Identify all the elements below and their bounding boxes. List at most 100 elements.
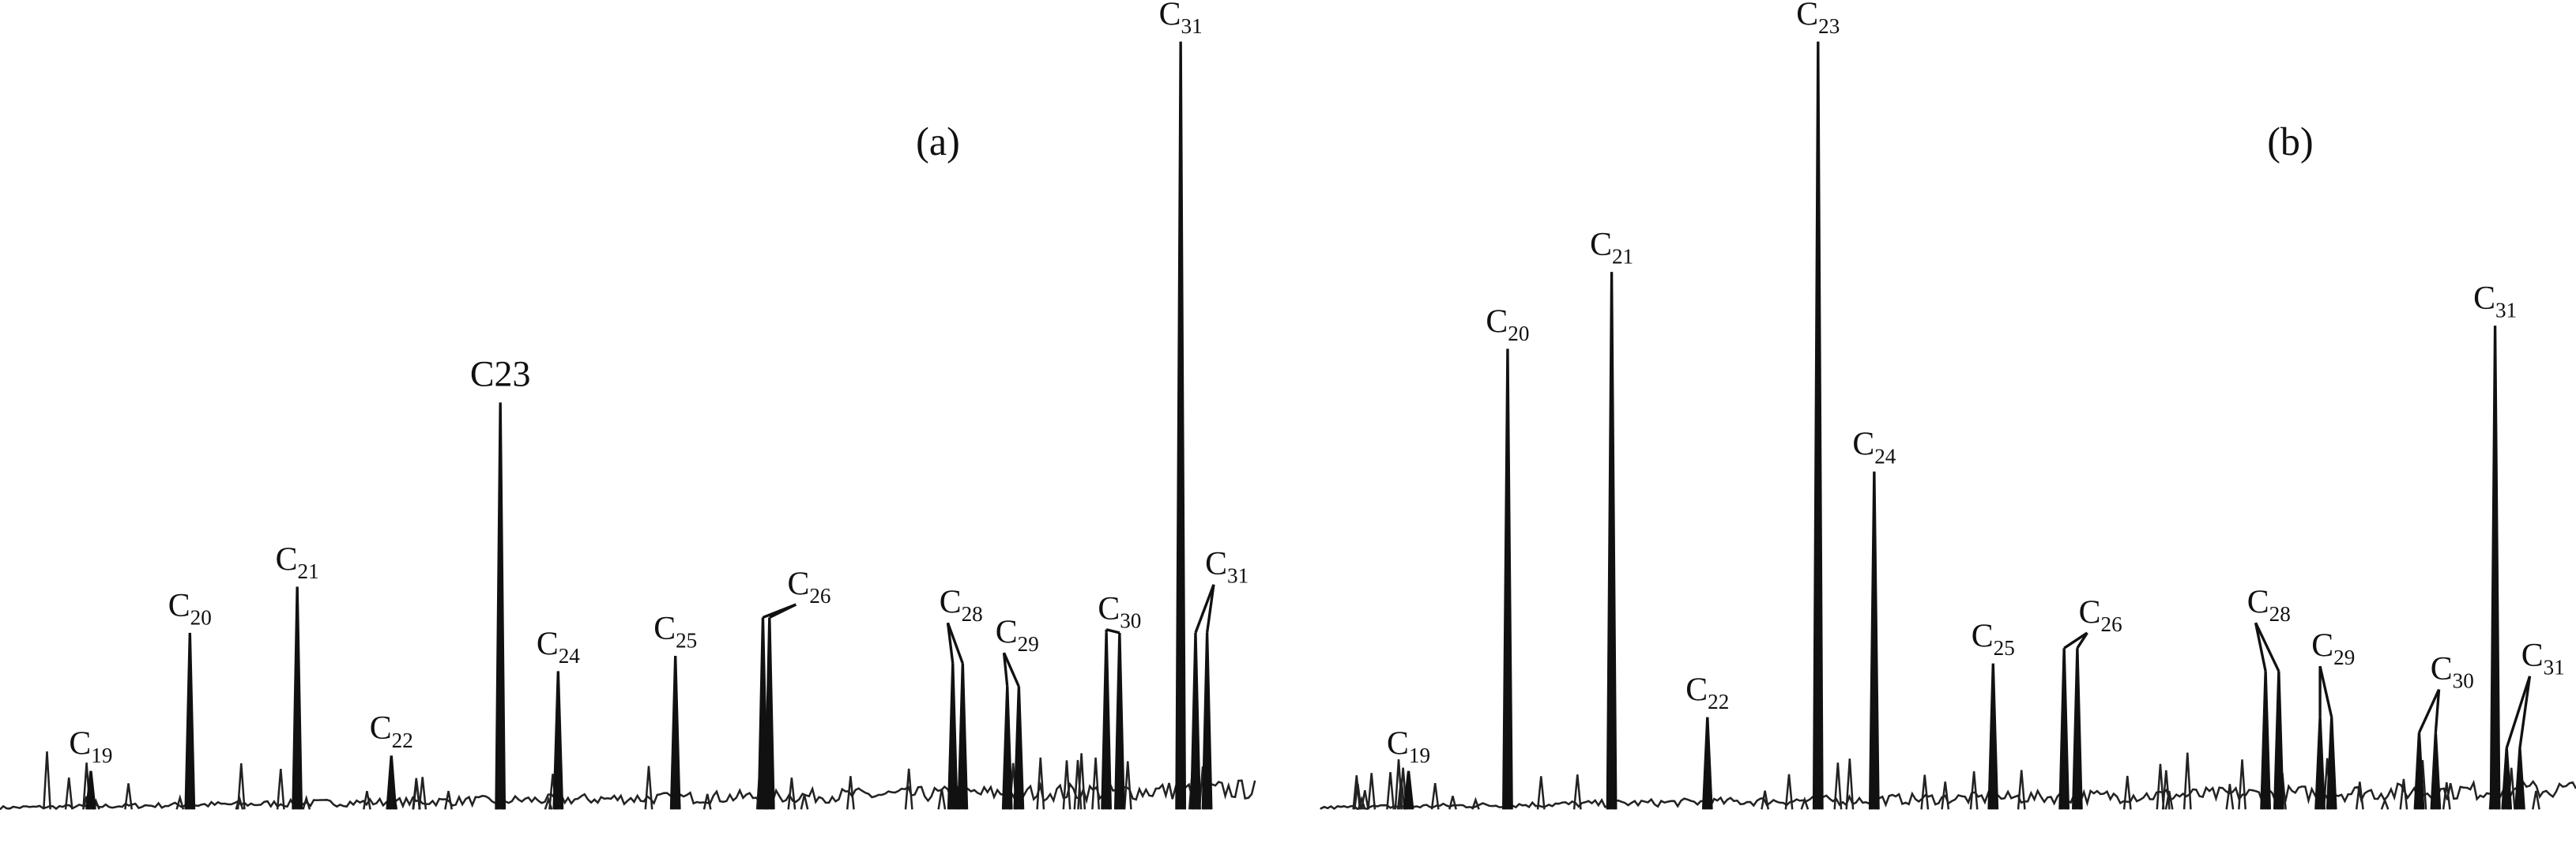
- peak-label-name: C: [2311, 627, 2333, 664]
- peak: [669, 655, 681, 810]
- minor-peak: [1352, 775, 1361, 810]
- minor-peak: [1386, 772, 1395, 810]
- minor-peak: [363, 791, 371, 810]
- minor-peak: [1572, 774, 1582, 810]
- peak-label-sub: 28: [962, 602, 983, 626]
- peak-label-sub: 31: [2544, 656, 2565, 680]
- minor-peak: [2161, 770, 2171, 810]
- panel-label: (b): [2267, 119, 2313, 164]
- minor-peak: [1036, 757, 1045, 810]
- minor-peak: [412, 778, 421, 810]
- minor-peak: [937, 788, 947, 810]
- peak-label: C29: [996, 614, 1039, 656]
- minor-peak: [2532, 790, 2540, 810]
- minor-peak: [2182, 752, 2192, 810]
- peak-label-name: C: [2473, 281, 2495, 317]
- baseline-noise: [0, 778, 1256, 811]
- peak: [1868, 471, 1880, 810]
- peak-label-sub: 30: [2453, 668, 2474, 692]
- peak: [1812, 41, 1824, 810]
- peak-label-sub: 29: [1018, 632, 1039, 656]
- minor-peak: [2156, 763, 2165, 810]
- minor-peak: [1784, 774, 1794, 810]
- peak-label: C26: [2079, 594, 2122, 636]
- minor-peak: [2355, 781, 2364, 810]
- peak-label-name: C: [1590, 227, 1612, 263]
- label-connector: [1003, 652, 1020, 687]
- peak-label-sub: 31: [1181, 14, 1203, 38]
- peak-label-sub: 31: [2495, 299, 2517, 322]
- peak-label: C23: [1796, 0, 1840, 38]
- peak-label: C31: [2521, 638, 2565, 680]
- label-connector: [1194, 584, 1215, 634]
- peak: [2260, 671, 2272, 810]
- peak-label-name: C: [1972, 618, 1994, 654]
- minor-peak: [2442, 781, 2451, 810]
- minor-peak: [418, 777, 427, 810]
- peak-label-sub: 24: [1874, 444, 1896, 468]
- peak: [1190, 632, 1201, 810]
- peak: [2273, 671, 2284, 810]
- peak-label-name: C: [2521, 638, 2544, 674]
- peak-label-sub: 29: [2333, 646, 2355, 669]
- peak-label-sub: 21: [1612, 245, 1633, 269]
- peak: [1987, 663, 1999, 810]
- minor-peak: [1920, 774, 1930, 810]
- minor-peak: [702, 793, 712, 810]
- peak: [957, 663, 969, 810]
- peak-label-name: C: [1098, 591, 1120, 627]
- minor-peak: [1357, 796, 1366, 810]
- peak-label-sub: 26: [2101, 612, 2122, 636]
- peak: [1403, 770, 1414, 810]
- peak: [1175, 41, 1187, 810]
- peak-label-sub: 20: [190, 605, 212, 629]
- peak: [495, 402, 507, 810]
- label-connector: [1105, 628, 1120, 634]
- label-connector: [769, 603, 797, 619]
- peak-label: C24: [1852, 427, 1896, 469]
- minor-peak: [2380, 797, 2390, 810]
- peak-label: C31: [1205, 546, 1248, 588]
- minor-peak: [2238, 759, 2246, 810]
- minor-peak: [800, 794, 809, 810]
- minor-peak: [1394, 759, 1403, 810]
- peak-label-name: C: [1852, 427, 1874, 463]
- minor-peak: [302, 794, 311, 810]
- label-connector: [2434, 689, 2441, 733]
- peak: [1701, 717, 1713, 810]
- peak-label: C24: [537, 626, 580, 668]
- minor-peak: [1123, 761, 1132, 810]
- panel-label: (a): [916, 119, 960, 164]
- label-connector: [1205, 584, 1215, 634]
- peak-label-name: C: [1205, 546, 1227, 582]
- minor-peak: [2164, 790, 2174, 810]
- peak-label-name: C: [537, 626, 559, 662]
- minor-peak: [43, 751, 51, 810]
- peak-label: C25: [1972, 618, 2015, 660]
- peak-label-sub: 31: [1227, 564, 1248, 588]
- peak: [386, 755, 397, 810]
- minor-peak: [644, 766, 653, 810]
- peak-label: C26: [787, 566, 830, 608]
- peak: [2326, 717, 2337, 810]
- minor-peak: [544, 796, 553, 810]
- label-connector: [2254, 622, 2280, 672]
- minor-peak: [444, 790, 453, 810]
- peak-label: C29: [2311, 627, 2355, 669]
- peak-label-name: C: [1159, 0, 1181, 33]
- minor-peak: [64, 777, 73, 810]
- peak: [2058, 648, 2070, 810]
- label-connector: [2076, 632, 2088, 650]
- peak-label-name: C: [1685, 672, 1708, 709]
- minor-peak: [1833, 762, 1843, 810]
- peak-label-sub: 25: [1994, 636, 2015, 660]
- label-connector: [1002, 653, 1009, 687]
- peak-label-name: C: [1796, 0, 1818, 33]
- peak: [2489, 326, 2501, 810]
- minor-peak: [2399, 778, 2408, 810]
- peak: [1101, 632, 1113, 810]
- peak-label-name: C: [276, 541, 298, 578]
- minor-peak: [1800, 796, 1810, 810]
- minor-peak: [1062, 760, 1071, 810]
- minor-peak: [845, 776, 855, 810]
